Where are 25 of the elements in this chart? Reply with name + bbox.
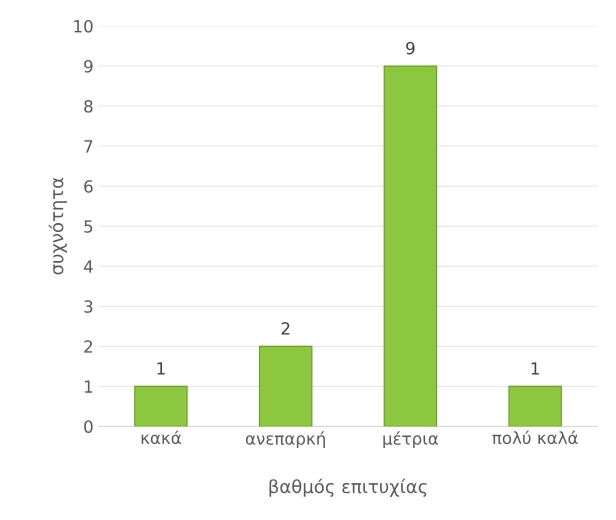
y-tick-label: 10: [74, 20, 93, 33]
y-tick-label: 1: [84, 380, 92, 393]
y-tick-label: 0: [84, 420, 93, 433]
y-tick-label: 4: [84, 260, 93, 273]
y-tick-label: 8: [84, 100, 93, 113]
y-tick-label: 7: [84, 140, 92, 152]
data-label: 1: [157, 362, 165, 375]
x-tick-label: πολύ καλά: [492, 430, 578, 444]
x-axis-title: βαθμός επιτυχίας: [270, 478, 426, 497]
bar: [258, 346, 312, 426]
data-label: 1: [532, 362, 539, 375]
y-axis-title: συχνότητα: [48, 178, 67, 274]
y-tick-label: 5: [84, 220, 92, 233]
data-label: 2: [282, 322, 290, 335]
y-tick-label: 6: [84, 180, 93, 193]
x-tick-label: κακά: [142, 430, 181, 444]
y-tick-label: 2: [84, 340, 92, 353]
bar: [134, 386, 188, 426]
x-tick-label: ανεπαρκή: [246, 431, 325, 448]
x-tick-label: μέτρια: [383, 431, 438, 448]
y-tick-label: 3: [84, 300, 92, 313]
data-label: 9: [406, 42, 415, 54]
bar: [384, 65, 438, 426]
y-tick-label: 9: [84, 60, 93, 73]
bar: [508, 386, 562, 426]
